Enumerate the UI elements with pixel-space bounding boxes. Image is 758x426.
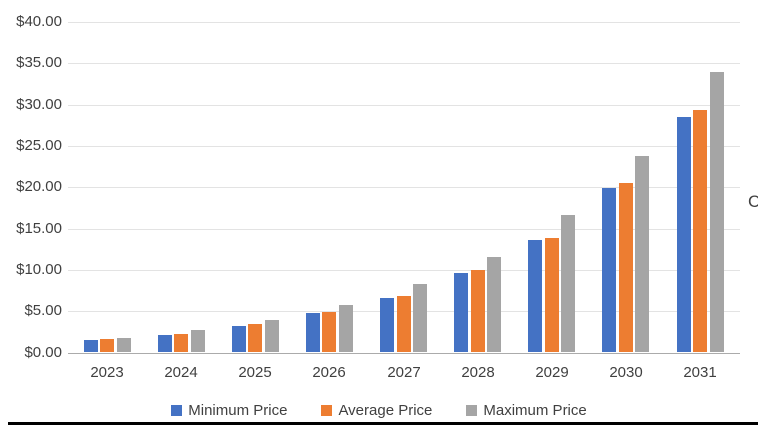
bar-maximum-price-2027 — [413, 283, 427, 353]
bar-average-price-2029 — [545, 237, 559, 353]
bar-average-price-2031 — [693, 109, 707, 353]
bar-minimum-price-2026 — [306, 312, 320, 353]
x-axis-tick-label: 2026 — [312, 364, 346, 381]
y-axis-tick-label: $15.00 — [16, 220, 62, 237]
y-axis-tick-label: $10.00 — [16, 261, 62, 278]
legend-item-maximum-price: Maximum Price — [466, 401, 587, 419]
legend-label: Maximum Price — [483, 401, 587, 419]
bar-average-price-2023 — [100, 339, 114, 353]
bar-minimum-price-2028 — [454, 273, 468, 353]
y-axis-tick-label: $5.00 — [24, 302, 62, 319]
x-axis-tick-label: 2028 — [461, 364, 495, 381]
y-axis-tick-label: $30.00 — [16, 96, 62, 113]
y-axis-tick-label: $0.00 — [24, 344, 62, 361]
y-axis-tick-label: $25.00 — [16, 137, 62, 154]
x-axis-tick-label: 2029 — [535, 364, 569, 381]
x-axis-tick-label: 2027 — [387, 364, 421, 381]
x-axis-tick-label: 2025 — [238, 364, 272, 381]
gridline — [68, 105, 740, 106]
bottom-edge-bar — [8, 422, 758, 425]
bar-minimum-price-2024 — [158, 335, 172, 353]
legend-label: Average Price — [338, 401, 433, 419]
chart-legend: Minimum Price Average Price Maximum Price — [0, 400, 758, 420]
gridline — [68, 22, 740, 23]
legend-item-average-price: Average Price — [321, 402, 432, 419]
legend-swatch-icon — [466, 404, 478, 416]
gridline — [68, 270, 740, 271]
bar-maximum-price-2031 — [710, 72, 724, 353]
bar-maximum-price-2026 — [339, 304, 353, 353]
y-axis-tick-label: $35.00 — [16, 54, 62, 71]
gridline — [68, 63, 740, 64]
gridline — [68, 146, 740, 147]
y-axis-tick-label: $20.00 — [16, 178, 62, 195]
bar-average-price-2027 — [397, 295, 411, 353]
bar-minimum-price-2025 — [232, 326, 246, 353]
gridline — [68, 229, 740, 230]
gridline — [68, 187, 740, 188]
bar-minimum-price-2030 — [602, 188, 616, 353]
bar-minimum-price-2031 — [677, 117, 691, 353]
bar-maximum-price-2023 — [117, 337, 131, 353]
bar-minimum-price-2027 — [380, 297, 394, 353]
bar-average-price-2024 — [174, 333, 188, 353]
bar-maximum-price-2030 — [635, 155, 649, 353]
x-axis-tick-label: 2030 — [609, 364, 643, 381]
bar-maximum-price-2029 — [561, 214, 575, 353]
bar-average-price-2025 — [248, 324, 262, 353]
legend-swatch-icon — [321, 404, 333, 416]
clipped-right-text: C — [748, 192, 758, 211]
legend-item-minimum-price: Minimum Price — [171, 402, 287, 419]
x-axis-line — [68, 353, 740, 354]
x-axis-tick-label: 2031 — [683, 364, 717, 381]
bar-maximum-price-2025 — [265, 320, 279, 353]
x-axis-tick-label: 2024 — [164, 364, 198, 381]
bar-maximum-price-2024 — [191, 330, 205, 353]
bar-average-price-2030 — [619, 183, 633, 353]
y-axis-tick-label: $40.00 — [16, 13, 62, 30]
bar-average-price-2028 — [471, 269, 485, 353]
legend-label: Minimum Price — [188, 401, 288, 419]
bar-minimum-price-2029 — [528, 240, 542, 353]
bar-maximum-price-2028 — [487, 256, 501, 353]
legend-swatch-icon — [171, 404, 183, 416]
x-axis-tick-label: 2023 — [90, 364, 124, 381]
bar-minimum-price-2023 — [84, 340, 98, 353]
bar-average-price-2026 — [322, 312, 336, 353]
